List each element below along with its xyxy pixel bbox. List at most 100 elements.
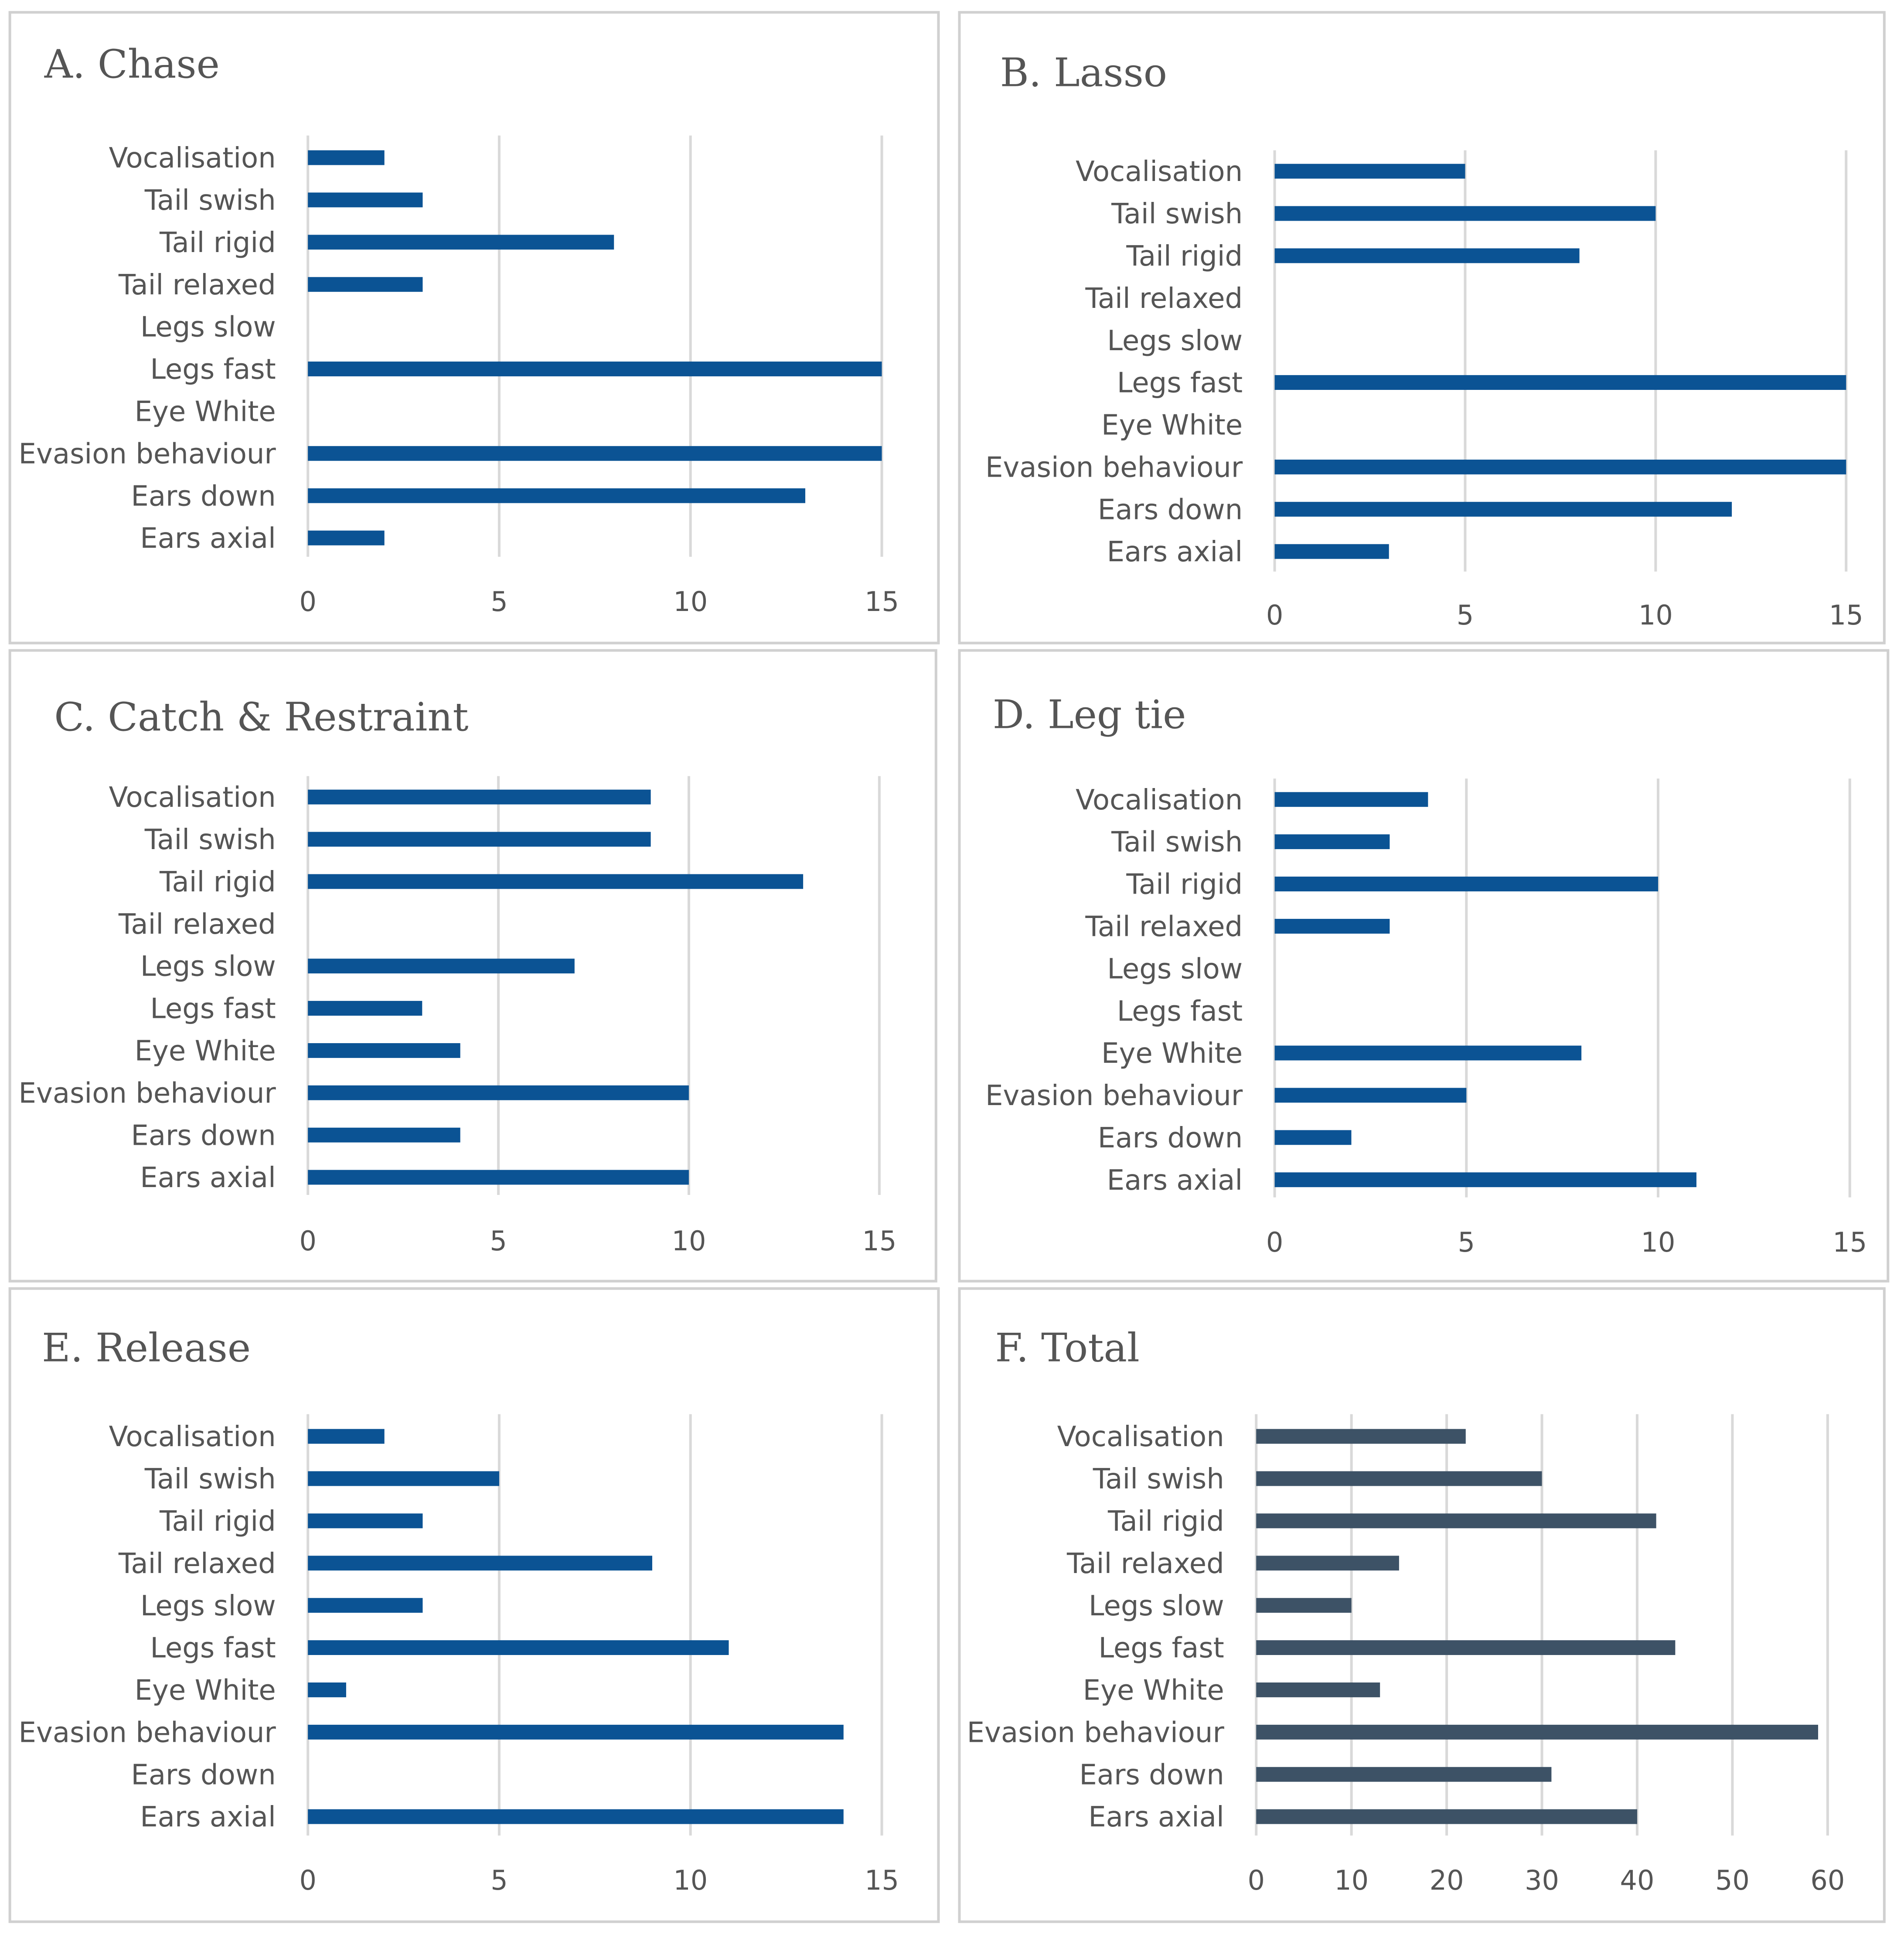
bar <box>1256 1556 1399 1571</box>
chart-title: C. Catch & Restraint <box>54 694 468 740</box>
x-tick-label: 10 <box>673 1864 708 1896</box>
bar <box>308 1513 423 1529</box>
x-tick-label: 0 <box>1266 1226 1283 1258</box>
bar <box>1274 877 1658 891</box>
x-tick-label: 60 <box>1810 1864 1845 1896</box>
bar <box>308 1043 460 1058</box>
bar <box>308 1127 460 1143</box>
bar <box>308 530 385 546</box>
x-tick-label: 15 <box>1829 599 1863 631</box>
category-label: Legs slow <box>140 1590 276 1622</box>
x-tick-label: 0 <box>299 1225 316 1257</box>
bar <box>1274 248 1580 263</box>
category-label: Ears down <box>1098 1122 1243 1154</box>
bar <box>1256 1724 1819 1740</box>
bar <box>1274 544 1389 559</box>
category-label: Tail rigid <box>159 1505 276 1538</box>
category-label: Tail swish <box>1111 198 1243 230</box>
bar <box>308 1471 499 1486</box>
category-label: Eye White <box>1101 1037 1243 1070</box>
category-label: Tail swish <box>144 1463 276 1495</box>
category-label: Legs slow <box>1107 953 1243 985</box>
category-label: Ears axial <box>140 522 276 555</box>
bar <box>1256 1640 1676 1655</box>
category-label: Ears down <box>131 1759 276 1791</box>
bar <box>308 150 385 165</box>
category-label: Evasion behaviour <box>19 1717 276 1749</box>
category-label: Legs slow <box>140 951 276 983</box>
category-label: Tail swish <box>144 824 276 856</box>
chart-frame <box>8 11 940 645</box>
bar <box>308 1170 689 1185</box>
category-label: Ears down <box>131 480 276 512</box>
category-label: Tail relaxed <box>1085 283 1243 315</box>
bar <box>308 1001 422 1016</box>
category-label: Evasion behaviour <box>19 438 276 470</box>
bar <box>1274 206 1656 221</box>
category-label: Vocalisation <box>1076 156 1243 188</box>
category-label: Legs fast <box>150 1632 276 1665</box>
category-label: Vocalisation <box>1057 1421 1224 1453</box>
chart-panel: F. Total 0 10 20 30 40 50 60 Vocalisation Tail sw… <box>958 1287 1886 1923</box>
category-label: Evasion behaviour <box>967 1717 1225 1749</box>
chart-panel: C. Catch & Restraint 0 5 10 15 Vocalisation Ta… <box>8 649 937 1283</box>
category-label: Legs slow <box>140 311 276 344</box>
x-tick-label: 15 <box>862 1225 896 1257</box>
category-label: Eye White <box>1101 410 1243 442</box>
bar <box>308 959 575 974</box>
bar <box>308 1724 844 1740</box>
category-label: Ears down <box>1098 494 1243 526</box>
bar <box>1274 502 1732 517</box>
category-label: Vocalisation <box>1076 784 1243 816</box>
category-label: Eye White <box>135 396 276 428</box>
x-tick-label: 20 <box>1430 1864 1464 1896</box>
bar <box>1256 1809 1637 1824</box>
x-tick-label: 5 <box>490 586 508 618</box>
bar <box>308 789 651 805</box>
bar <box>308 1598 423 1613</box>
category-label: Tail rigid <box>159 227 276 259</box>
category-label: Tail rigid <box>159 866 276 898</box>
category-label: Tail relaxed <box>118 908 276 941</box>
category-label: Ears axial <box>140 1162 276 1194</box>
bar <box>1274 1088 1467 1103</box>
bar <box>308 362 882 376</box>
bar <box>308 1640 729 1655</box>
bar <box>308 277 423 292</box>
category-label: Tail swish <box>144 184 276 217</box>
category-label: Legs fast <box>1117 367 1243 399</box>
category-label: Eye White <box>1083 1675 1224 1707</box>
bar <box>1274 792 1428 807</box>
category-label: Tail rigid <box>1126 240 1243 273</box>
chart-panel: B. Lasso 0 5 10 15 Vocalisation Tail swish Tail… <box>958 11 1886 645</box>
bar <box>1256 1682 1380 1697</box>
chart-panel: D. Leg tie 0 5 10 15 Vocalisation Tail swish Ta… <box>958 649 1890 1283</box>
bar <box>308 446 882 461</box>
x-tick-label: 15 <box>1832 1226 1867 1258</box>
category-label: Vocalisation <box>109 142 276 174</box>
bar <box>308 1809 844 1824</box>
x-tick-label: 0 <box>1247 1864 1264 1896</box>
bar <box>1256 1598 1352 1613</box>
bar <box>1256 1513 1656 1529</box>
category-label: Tail relaxed <box>118 1548 276 1580</box>
bar <box>308 1682 346 1697</box>
bar <box>308 1556 652 1571</box>
chart-title: E. Release <box>42 1325 251 1371</box>
bar <box>308 1085 689 1100</box>
x-tick-label: 10 <box>1334 1864 1369 1896</box>
x-tick-label: 40 <box>1620 1864 1655 1896</box>
bar <box>308 488 805 503</box>
x-tick-label: 0 <box>299 1864 316 1896</box>
category-label: Vocalisation <box>109 782 276 814</box>
bar <box>308 832 651 847</box>
bar <box>1274 459 1846 474</box>
x-tick-label: 15 <box>865 1864 899 1896</box>
category-label: Ears axial <box>1107 1164 1243 1197</box>
bar <box>1274 918 1390 934</box>
category-label: Legs slow <box>1089 1590 1224 1622</box>
category-label: Legs fast <box>1098 1632 1224 1665</box>
x-tick-label: 5 <box>490 1225 507 1257</box>
category-label: Tail swish <box>1111 826 1243 859</box>
